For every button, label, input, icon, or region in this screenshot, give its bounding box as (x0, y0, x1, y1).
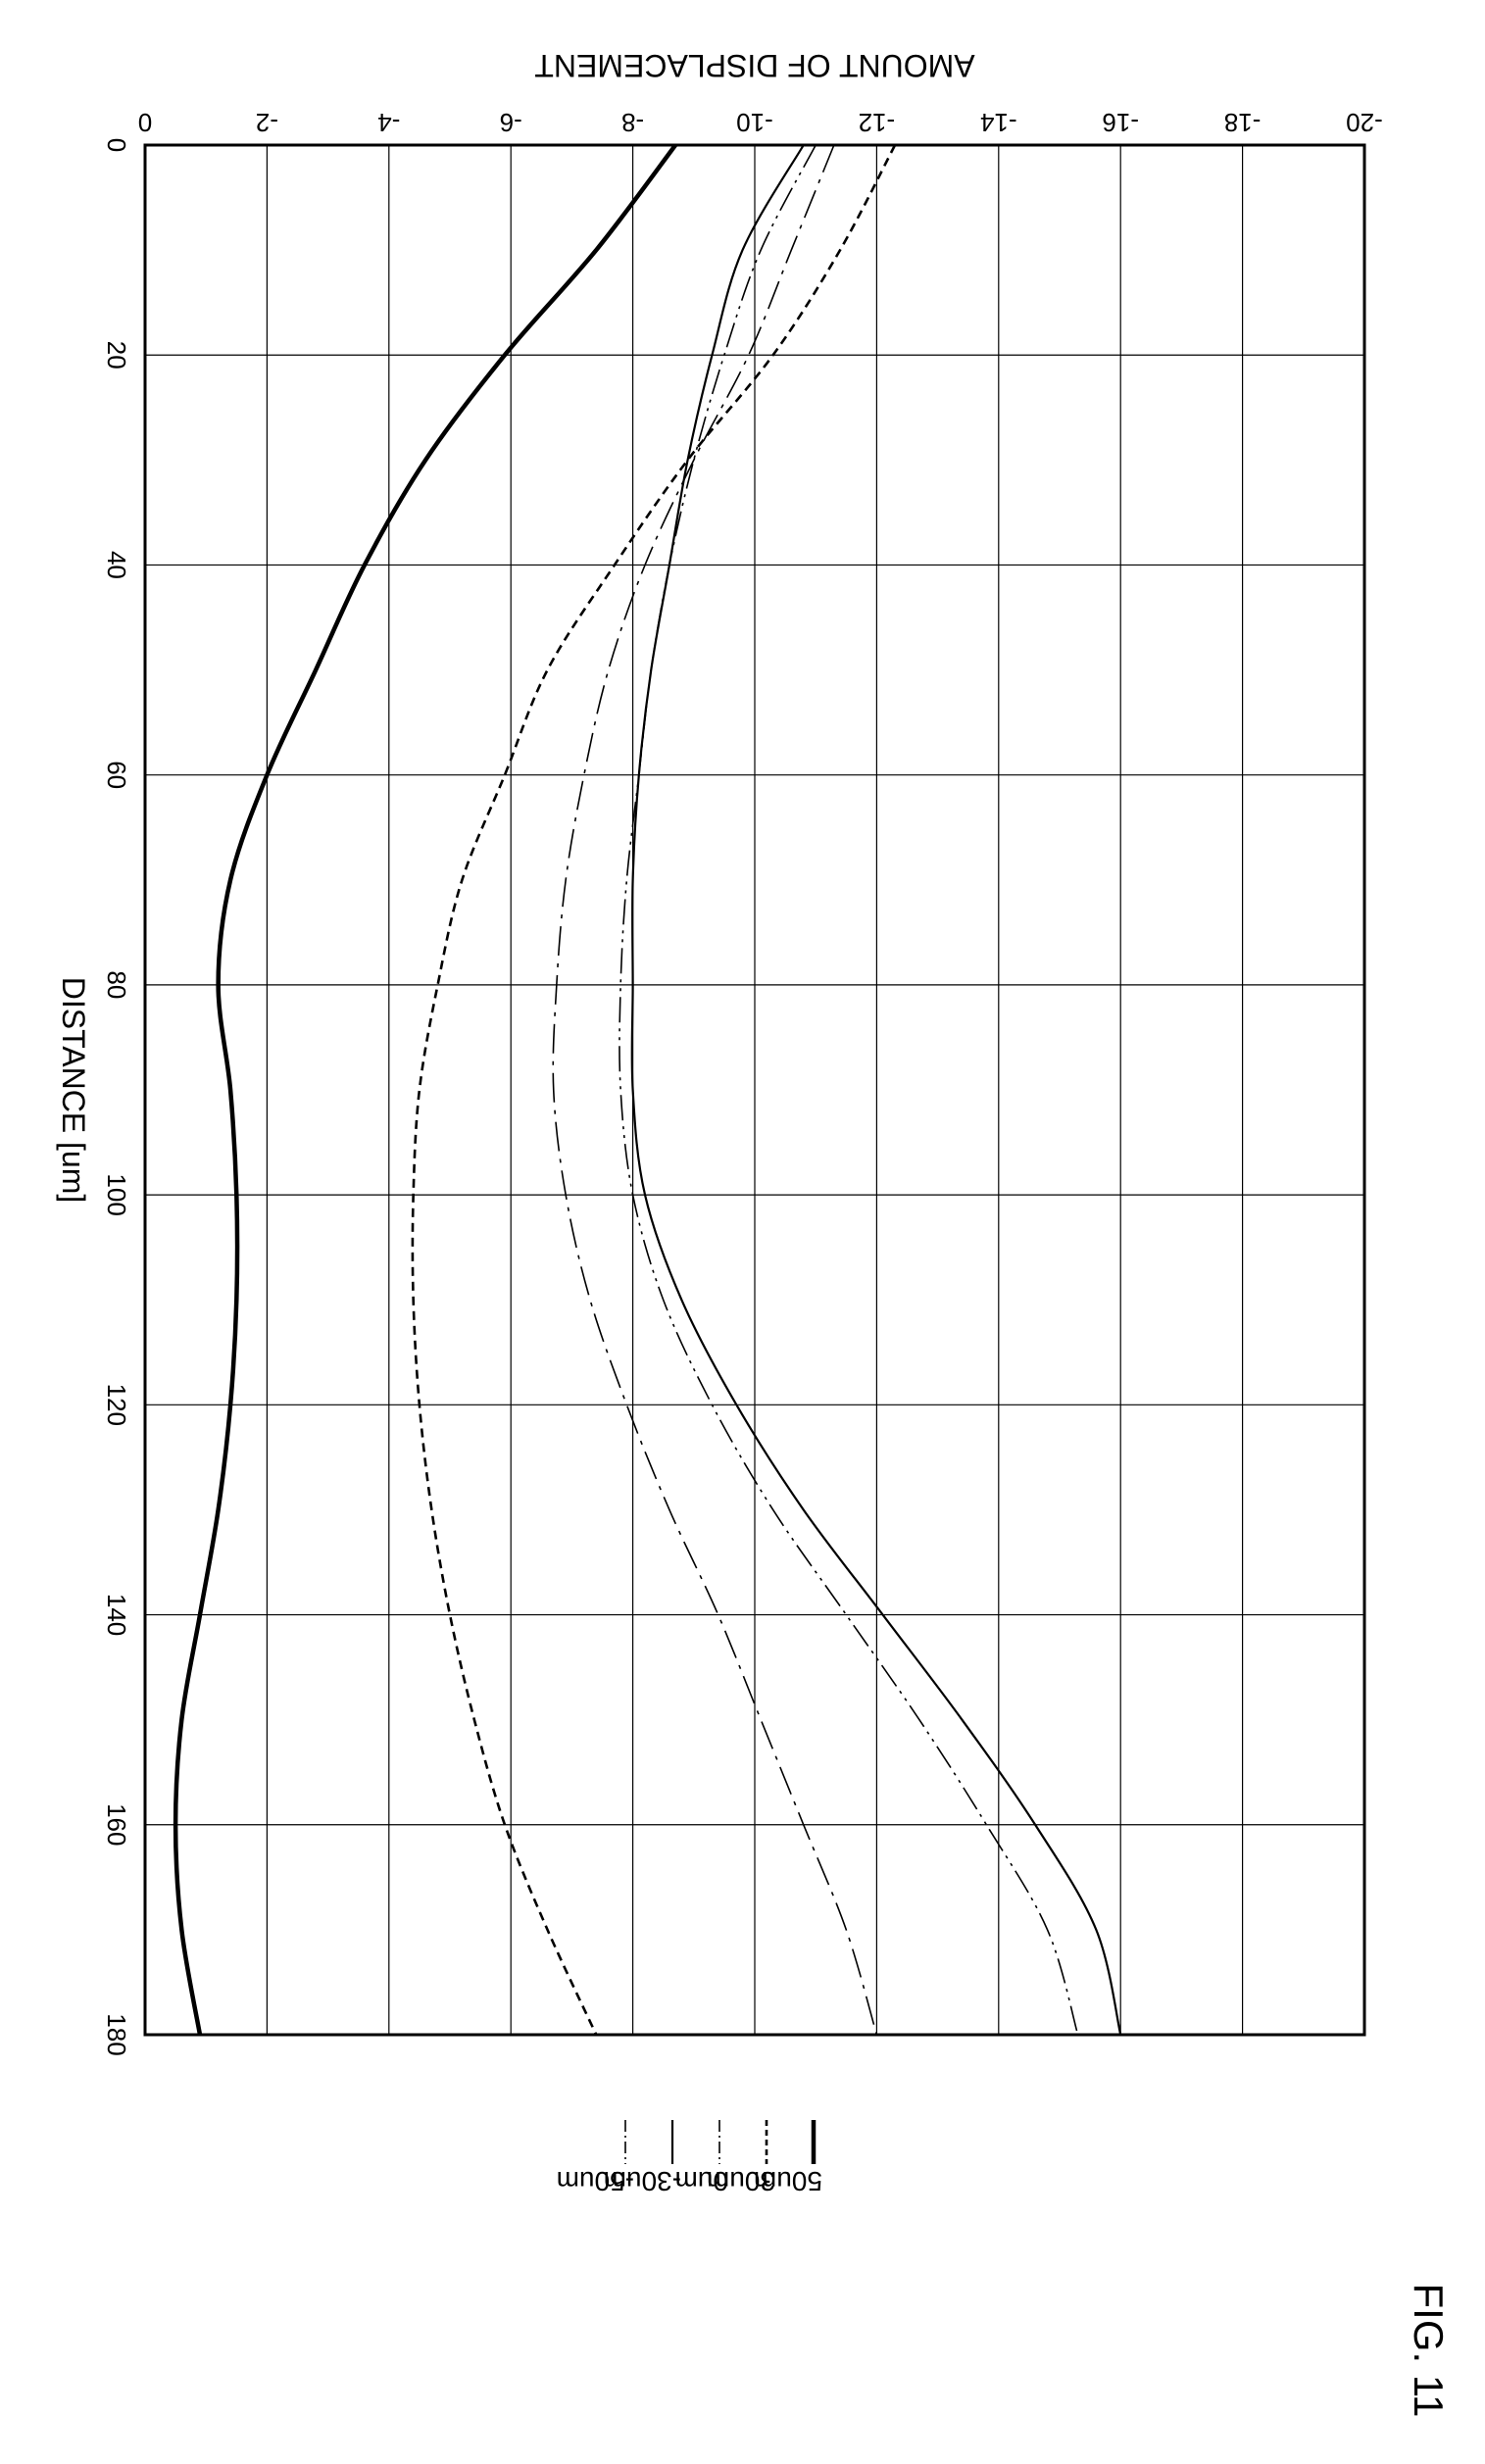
x-tick-label: 80 (102, 970, 131, 999)
series-line (173, 143, 677, 2036)
series-line (411, 144, 897, 2036)
series-line (552, 144, 878, 2036)
legend-label: 0um (675, 2166, 728, 2196)
gridlines (145, 145, 1364, 2035)
x-tick-label: 40 (102, 551, 131, 579)
x-tick-label: 140 (102, 1594, 131, 1636)
x-tick-label: 100 (102, 1173, 131, 1215)
data-curves (173, 143, 1122, 2036)
y-tick-label: -14 (980, 108, 1017, 137)
y-tick-label: -20 (1346, 108, 1383, 137)
series-line (619, 144, 1079, 2036)
y-tick-label: -12 (859, 108, 896, 137)
x-tick-label: 180 (102, 2013, 131, 2055)
legend-label: -50um (557, 2166, 634, 2196)
x-tick-label: 160 (102, 1803, 131, 1846)
x-tick-labels: 0 20 40 60 80 100 120 140 160 180 (102, 138, 131, 2056)
x-tick-label: 60 (102, 761, 131, 789)
x-tick-label: 20 (102, 341, 131, 370)
y-tick-labels: -20-18-16-14-12-10-8-6-4-20 (138, 108, 1383, 137)
y-tick-label: 0 (138, 108, 152, 137)
y-tick-label: -6 (500, 108, 522, 137)
x-axis-title: DISTANCE [um] (56, 977, 91, 1204)
legend-label: 30um (707, 2166, 775, 2196)
y-axis-title: AMOUNT OF DISPLACEMENT (534, 48, 974, 83)
y-tick-label: -10 (736, 108, 773, 137)
x-tick-label: 120 (102, 1384, 131, 1426)
legend-label: 50um (754, 2166, 822, 2196)
y-tick-label: -16 (1102, 108, 1139, 137)
series-line (630, 144, 1122, 2036)
y-tick-label: -18 (1224, 108, 1262, 137)
x-tick-label: 0 (102, 138, 131, 152)
y-tick-label: -2 (256, 108, 278, 137)
plot-frame (143, 143, 1366, 2037)
y-tick-label: -8 (621, 108, 644, 137)
figure-label: FIG. 11 (1406, 2284, 1452, 2418)
y-tick-label: -4 (377, 108, 400, 137)
legend-label: -30um (604, 2166, 681, 2196)
